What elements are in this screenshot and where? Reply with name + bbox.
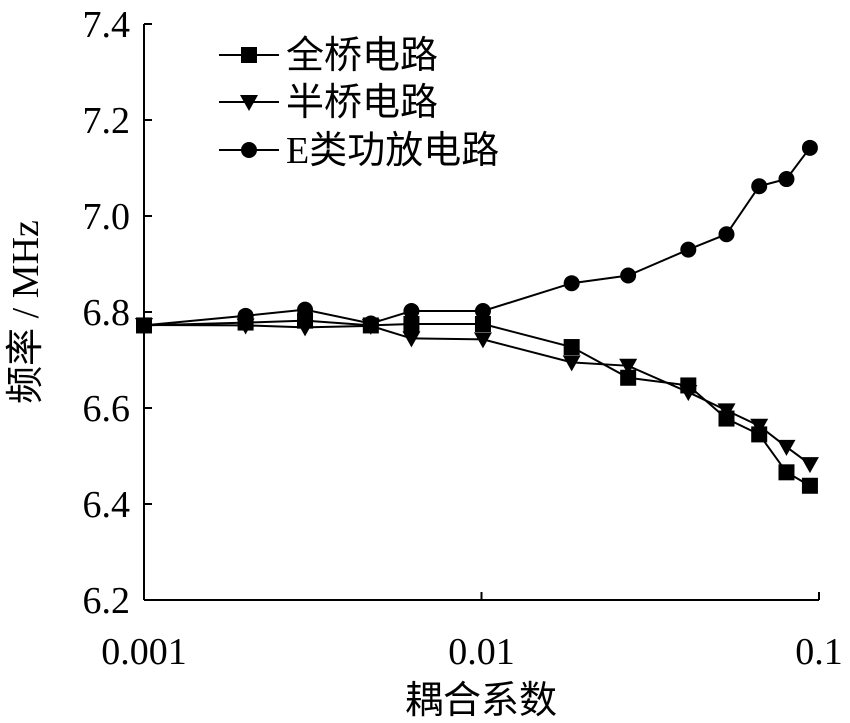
data-point — [778, 171, 795, 188]
data-point — [718, 226, 735, 243]
data-point — [620, 369, 637, 386]
data-point — [297, 301, 314, 318]
data-point — [800, 457, 819, 474]
data-point — [778, 464, 795, 481]
legend-label: 全桥电路 — [286, 35, 438, 77]
y-tick-label: 7.0 — [83, 196, 131, 238]
legend-marker — [241, 142, 257, 158]
data-point — [473, 332, 492, 349]
legend-entry: 全桥电路 — [219, 35, 438, 77]
data-point — [474, 303, 491, 320]
data-point — [620, 267, 637, 284]
legend-marker — [240, 95, 258, 111]
legend-label: 半桥电路 — [286, 82, 438, 124]
y-tick-label: 7.2 — [83, 100, 131, 142]
data-point — [801, 139, 818, 156]
x-axis-title: 耦合系数 — [405, 680, 557, 722]
y-tick-label: 6.8 — [83, 292, 131, 334]
legend-entry: 半桥电路 — [219, 82, 438, 124]
data-point — [801, 477, 818, 494]
data-point — [563, 339, 580, 356]
data-point — [136, 317, 152, 334]
x-axis: 0.001 0.01 0.1 — [101, 592, 843, 673]
data-point — [751, 178, 768, 195]
series-layer — [135, 139, 819, 494]
series-line — [143, 324, 811, 466]
x-tick-label: 0.1 — [795, 631, 843, 673]
y-tick-label: 6.4 — [83, 484, 131, 526]
data-point — [777, 439, 796, 456]
data-point — [680, 241, 697, 258]
data-point — [750, 418, 769, 435]
y-tick-label: 6.6 — [83, 388, 131, 430]
series-3 — [136, 139, 818, 334]
data-point — [237, 307, 254, 324]
data-point — [562, 355, 581, 372]
data-point — [619, 358, 638, 375]
x-tick-label: 0.001 — [101, 631, 187, 673]
y-tick-label: 7.4 — [83, 4, 131, 46]
data-point — [403, 303, 420, 320]
data-point — [362, 315, 379, 332]
series-2 — [135, 317, 819, 474]
y-axis-title: 频率 / MHz — [5, 220, 47, 404]
series-line — [143, 147, 811, 327]
data-point — [679, 385, 698, 402]
y-axis: 6.2 6.4 6.6 6.8 7.0 7.2 7.4 — [83, 4, 152, 622]
data-point — [296, 320, 315, 337]
legend-entry: E类功放电路 — [219, 130, 499, 172]
data-point — [717, 403, 736, 420]
legend-marker — [241, 47, 257, 63]
y-tick-label: 6.2 — [83, 580, 131, 622]
x-tick-label: 0.01 — [448, 631, 515, 673]
data-point — [474, 316, 491, 332]
data-point — [402, 331, 421, 348]
data-point — [563, 275, 580, 292]
data-point — [403, 316, 420, 332]
legend-label: E类功放电路 — [286, 130, 499, 172]
